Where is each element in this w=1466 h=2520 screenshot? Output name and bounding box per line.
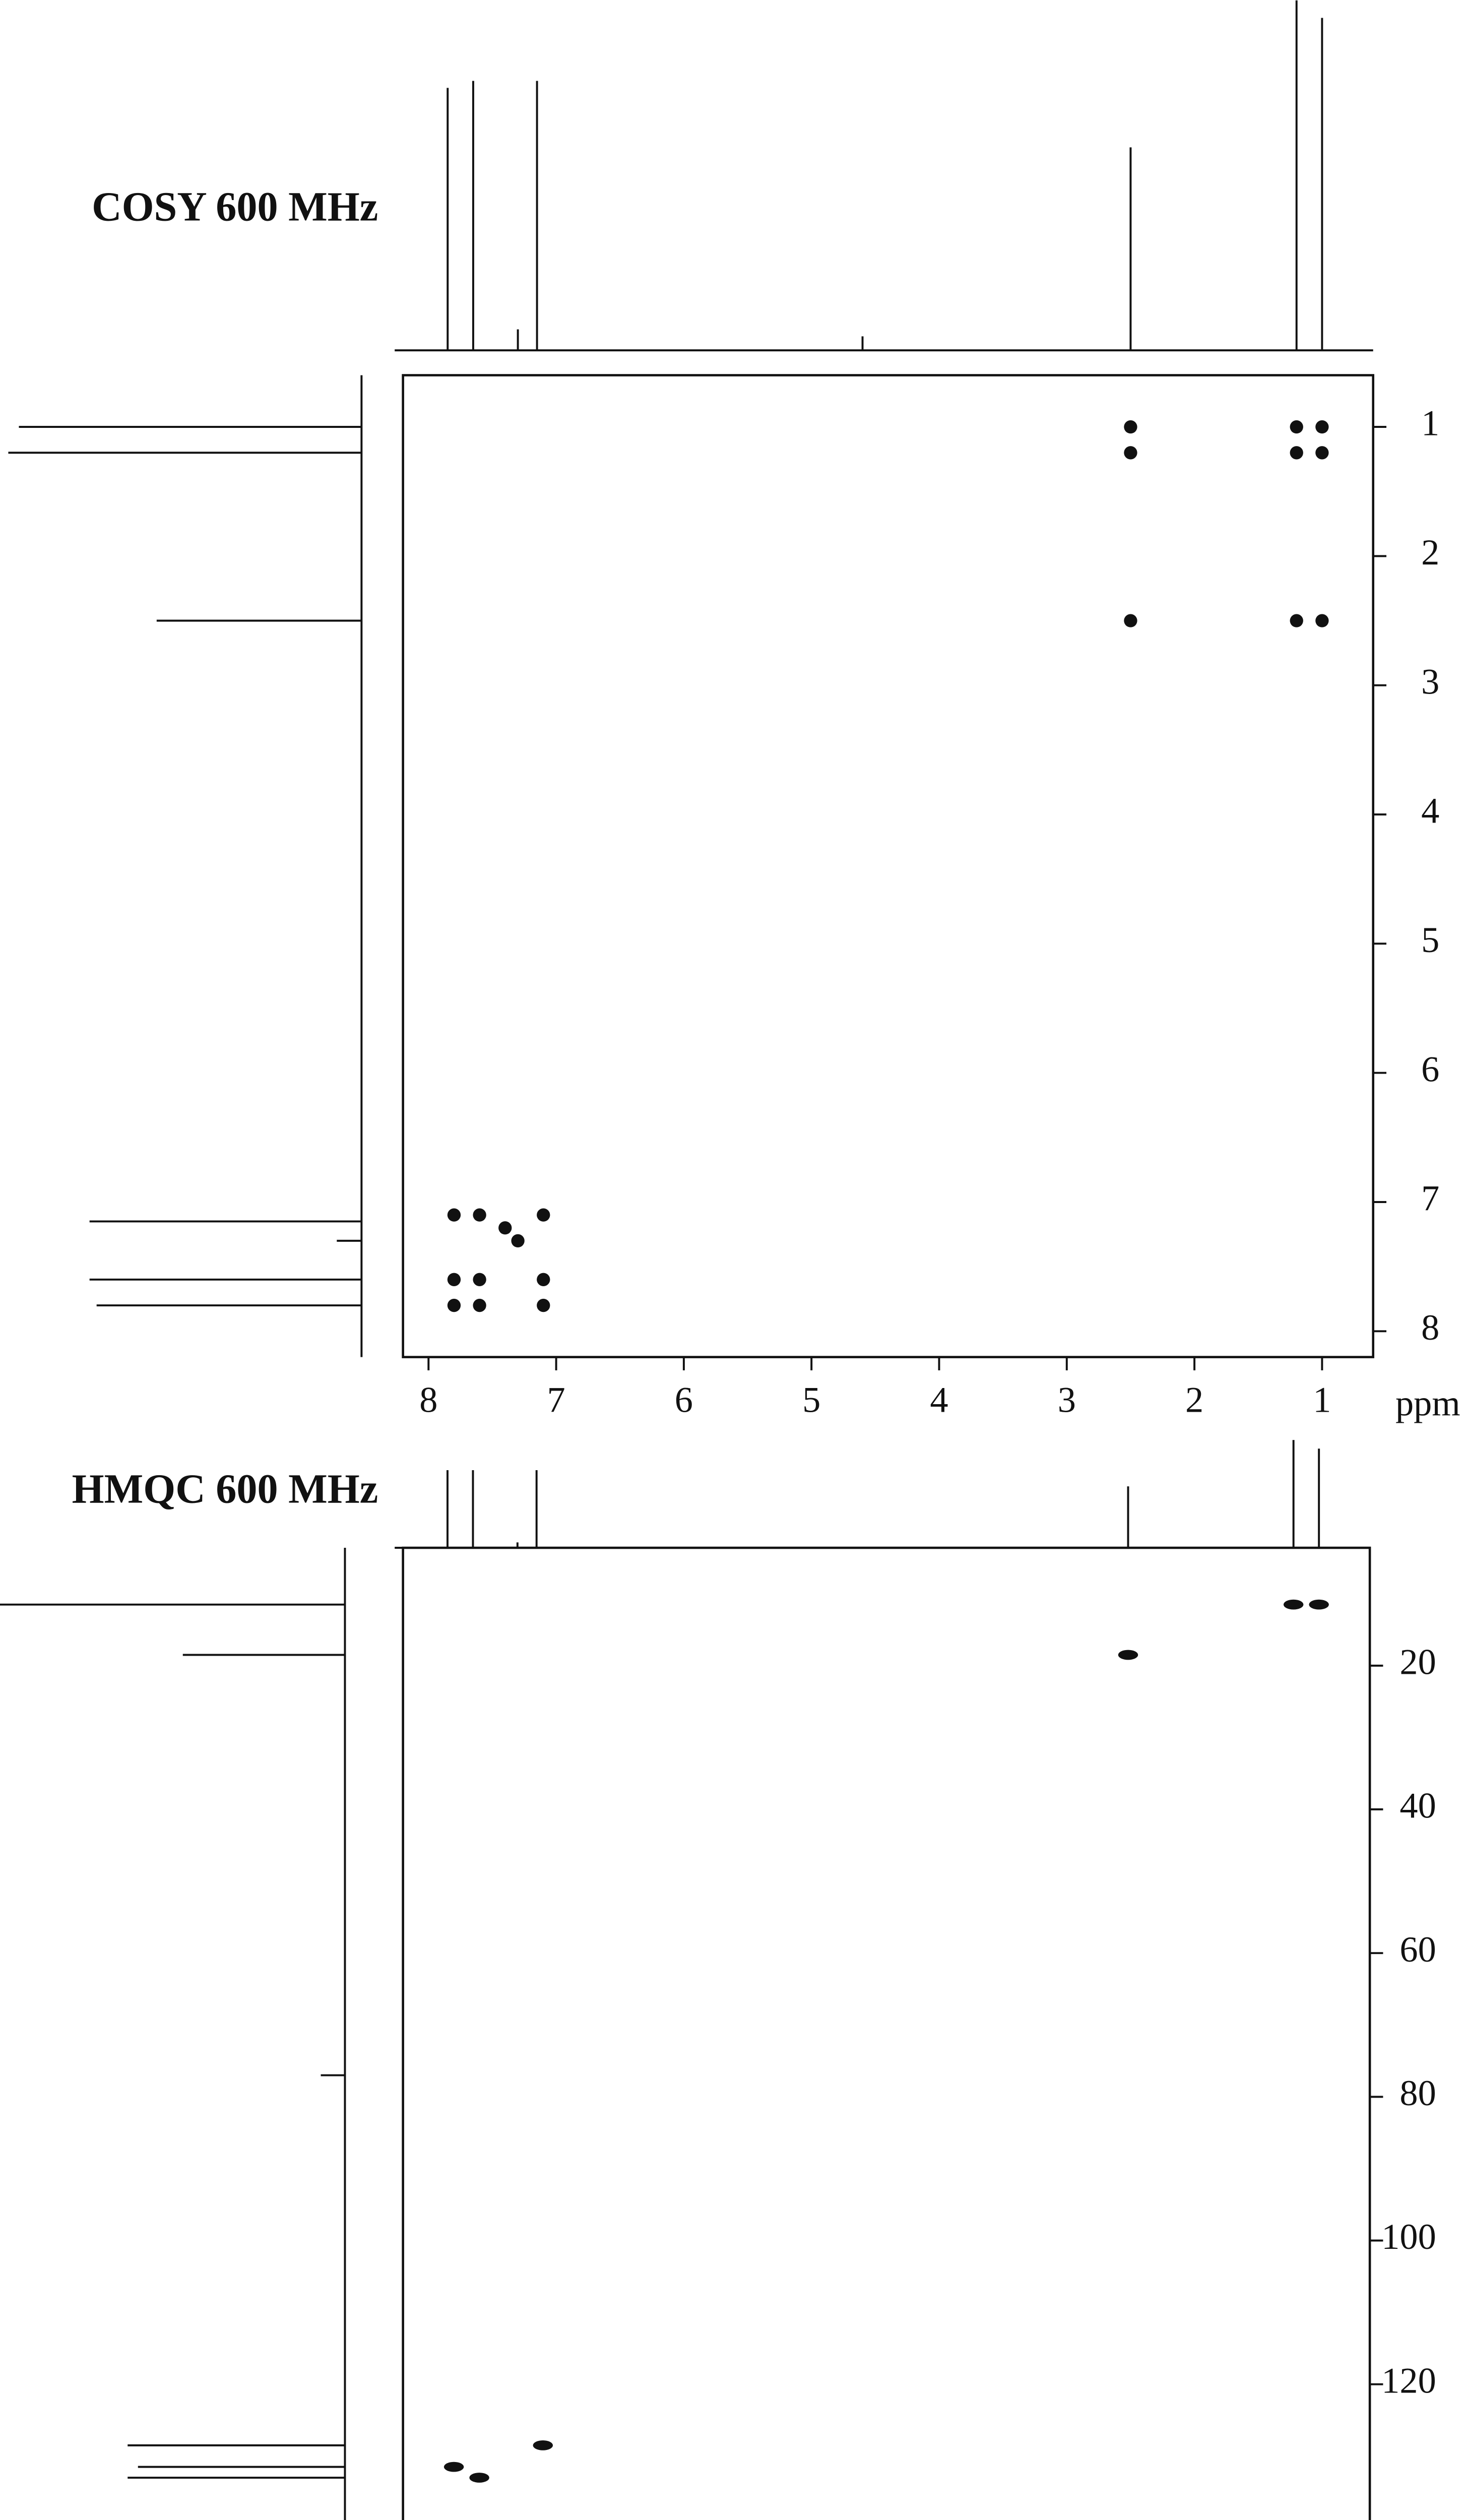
cross-peak (447, 1298, 461, 1312)
cross-peak (537, 1273, 550, 1286)
y-tick-label: 40 (1399, 1785, 1436, 1826)
chart-title: COSY 600 MHz (92, 184, 378, 230)
cross-peak (473, 1208, 486, 1222)
plot-frame (402, 374, 1375, 1358)
cross-peak (447, 1208, 461, 1222)
cross-peak (473, 1298, 486, 1312)
y-tick-label: 5 (1421, 919, 1439, 960)
x-tick-label: 6 (675, 1379, 693, 1420)
x-tick-label: 2 (1185, 1379, 1203, 1420)
cross-peak (1309, 1599, 1329, 1610)
cross-peak (1315, 420, 1329, 434)
y-tick-label: 3 (1421, 661, 1439, 702)
cross-peak (1283, 1599, 1304, 1610)
cross-peak (537, 1208, 550, 1222)
cross-peak (1124, 420, 1137, 434)
cross-peak (447, 1273, 461, 1286)
cross-peak (1118, 1650, 1138, 1660)
cross-peak (533, 2440, 553, 2450)
cross-peak (469, 2473, 489, 2483)
x-tick-label: 7 (547, 1379, 565, 1420)
y-tick-label: 20 (1399, 1641, 1436, 1682)
cross-peak (498, 1221, 512, 1235)
y-tick-label: 1 (1421, 403, 1439, 444)
y-tick-label: 8 (1421, 1307, 1439, 1348)
cross-peak (1290, 420, 1303, 434)
cross-peak (443, 2462, 464, 2472)
plot-frame (402, 1546, 1371, 2520)
x-axis-label: ppm (1395, 1382, 1460, 1423)
y-tick-label: 2 (1421, 532, 1439, 573)
y-tick-label: 80 (1399, 2072, 1436, 2113)
x-tick-label: 5 (802, 1379, 820, 1420)
y-tick-label: 6 (1421, 1048, 1439, 1089)
x-tick-label: 3 (1058, 1379, 1076, 1420)
cross-peak (511, 1234, 525, 1248)
cross-peak (1315, 446, 1329, 460)
cross-peak (537, 1298, 550, 1312)
cross-peak (1124, 446, 1137, 460)
cross-peak (1290, 614, 1303, 627)
y-tick-label: 120 (1381, 2360, 1436, 2401)
y-tick-label: 60 (1399, 1929, 1436, 1970)
x-tick-label: 8 (419, 1379, 437, 1420)
y-tick-label: 7 (1421, 1178, 1439, 1219)
x-tick-label: 1 (1313, 1379, 1331, 1420)
y-tick-label: 4 (1421, 790, 1439, 831)
cross-peak (1315, 614, 1329, 627)
cross-peak (1124, 614, 1137, 627)
y-tick-label: 100 (1381, 2216, 1436, 2257)
x-tick-label: 4 (930, 1379, 948, 1420)
cross-peak (473, 1273, 486, 1286)
chart-title: HMQC 600 MHz (72, 1466, 378, 1511)
cross-peak (1290, 446, 1303, 460)
